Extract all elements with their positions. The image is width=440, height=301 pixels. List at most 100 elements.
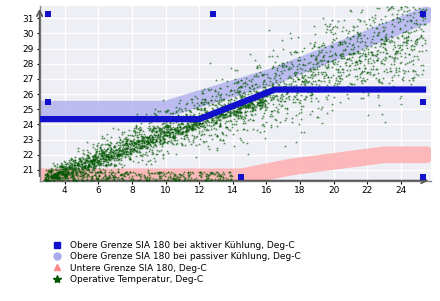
Point [198, 99, 205, 104]
Point [76, 156, 83, 160]
Point [392, 45, 399, 50]
Point [140, 135, 147, 140]
Point [149, 138, 156, 143]
Point [58, 178, 65, 183]
Point [57, 169, 64, 174]
Point [106, 152, 113, 157]
Point [73, 162, 81, 167]
Point [213, 109, 220, 114]
Point [249, 117, 257, 122]
Point [374, 70, 381, 75]
Point [151, 111, 158, 116]
Point [406, 77, 413, 82]
Point [235, 89, 242, 94]
Point [338, 77, 345, 82]
Point [122, 154, 129, 159]
Point [220, 101, 227, 106]
Point [127, 170, 134, 175]
Point [208, 98, 215, 103]
Point [70, 164, 77, 169]
Point [44, 177, 51, 182]
Point [236, 136, 243, 141]
Point [113, 148, 120, 153]
Point [104, 154, 111, 159]
Point [193, 119, 200, 123]
Point [141, 175, 148, 180]
Point [43, 177, 50, 182]
Point [238, 114, 245, 119]
Point [151, 158, 158, 163]
Point [70, 160, 77, 165]
Point [194, 106, 202, 111]
Point [151, 112, 158, 117]
Point [356, 66, 363, 71]
Point [70, 173, 77, 178]
Point [150, 124, 157, 129]
Point [161, 133, 168, 138]
Point [156, 169, 163, 174]
Point [111, 175, 118, 180]
Point [279, 87, 286, 92]
Point [207, 170, 214, 175]
Point [99, 157, 106, 162]
Point [379, 29, 386, 34]
Point [153, 143, 160, 148]
Point [216, 122, 224, 126]
Point [90, 144, 97, 149]
Point [417, 13, 424, 17]
Point [342, 27, 349, 32]
Point [406, 52, 413, 57]
Point [101, 150, 108, 154]
Point [220, 115, 227, 120]
Point [242, 112, 249, 117]
Point [71, 172, 78, 177]
Point [111, 144, 118, 148]
Point [359, 80, 366, 85]
Point [256, 100, 263, 105]
Point [81, 164, 88, 169]
Point [184, 137, 191, 142]
Point [221, 121, 228, 126]
Point [195, 120, 202, 125]
Point [199, 121, 206, 126]
Point [176, 177, 183, 182]
Point [76, 166, 83, 171]
Point [125, 141, 132, 146]
Point [326, 77, 333, 82]
Point [244, 128, 251, 132]
Point [267, 111, 274, 116]
Point [195, 121, 202, 126]
Point [61, 159, 68, 164]
Point [315, 49, 323, 54]
Point [238, 95, 245, 100]
Point [156, 133, 163, 138]
Point [75, 164, 82, 169]
Point [221, 108, 228, 113]
Point [187, 122, 194, 127]
Point [58, 177, 65, 182]
Point [132, 141, 139, 146]
Point [256, 130, 263, 135]
Point [231, 68, 238, 73]
Point [172, 141, 179, 146]
Point [90, 159, 97, 163]
Point [272, 78, 279, 83]
Point [310, 41, 317, 46]
Point [102, 177, 109, 182]
Point [293, 64, 301, 69]
Point [259, 81, 266, 86]
Point [357, 10, 364, 14]
Point [60, 166, 67, 171]
Point [155, 169, 162, 174]
Point [258, 106, 265, 111]
Point [82, 165, 89, 170]
Point [216, 171, 223, 176]
Point [217, 102, 224, 107]
Point [196, 107, 203, 111]
Point [393, 16, 400, 21]
Point [98, 147, 105, 152]
Point [149, 127, 156, 132]
Point [275, 98, 282, 102]
Point [119, 150, 126, 155]
Point [335, 66, 342, 71]
